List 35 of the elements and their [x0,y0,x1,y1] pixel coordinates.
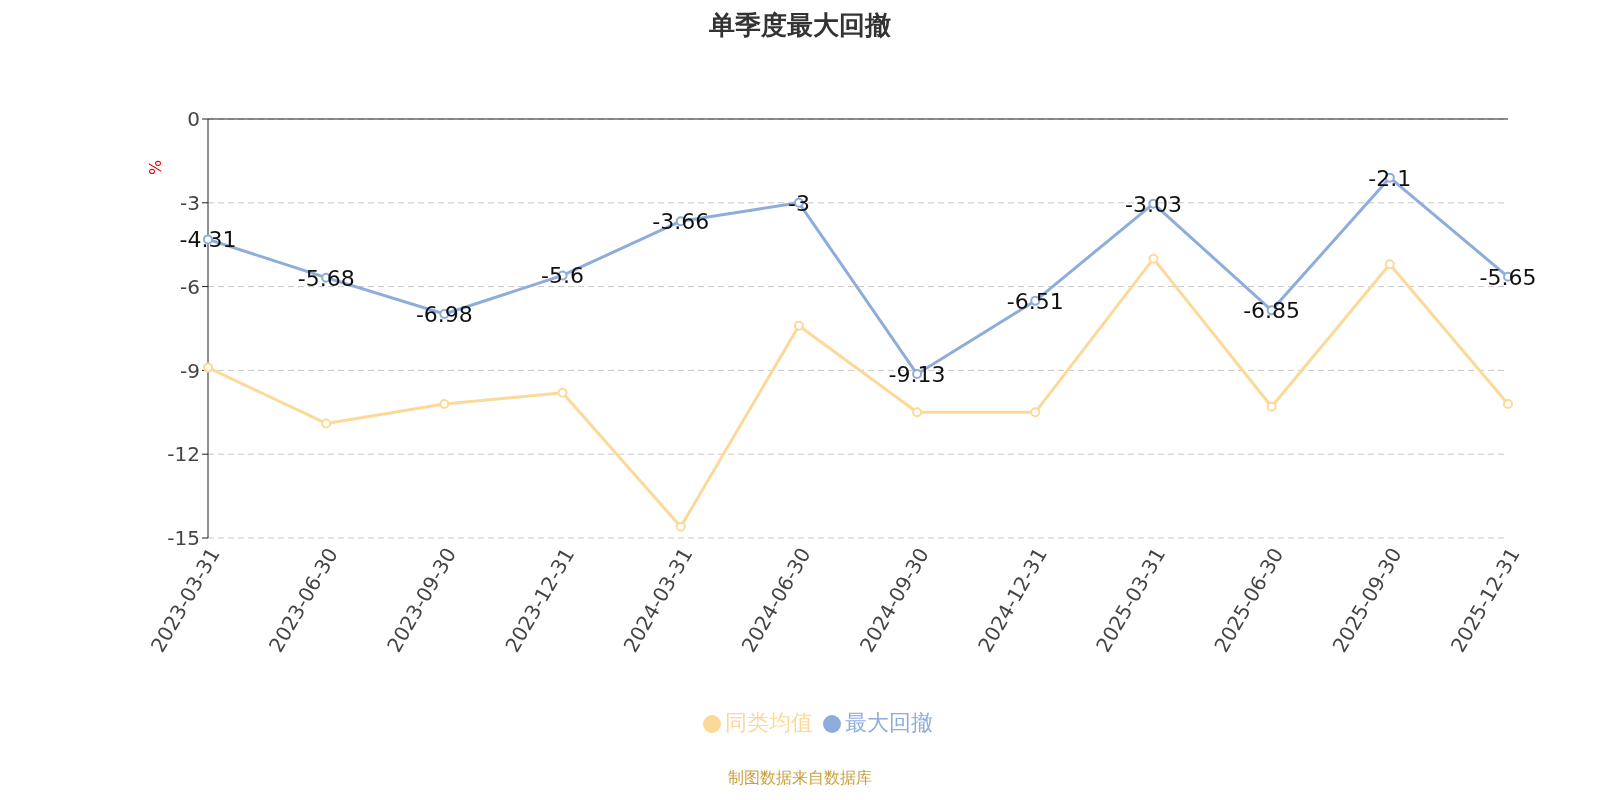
text: 制图数据来自数据库 [727,768,873,789]
point [203,362,213,373]
point [675,521,686,532]
data-label: -3.66 [652,209,710,235]
point [793,320,804,331]
point [912,407,923,418]
data-label: -3.03 [1124,191,1182,217]
point [439,398,450,409]
point [1384,259,1395,270]
y-tick-label: -3 [180,190,200,215]
data-label: -6.85 [1243,298,1301,324]
data-label: -4.31 [179,227,237,253]
point [321,418,332,429]
data-label: -6.98 [415,301,473,327]
legend-label: 同类均值 [725,710,813,735]
y-tick-label: 0 [187,107,200,132]
y-tick-label: -15 [167,526,200,551]
point [1266,401,1277,412]
point [1030,407,1041,418]
data-label: -5.68 [297,265,355,291]
data-label: -5.6 [541,263,585,289]
data-label: -9.13 [888,362,946,388]
y-tick-label: -12 [167,442,200,467]
data-label: -6.51 [1006,288,1064,314]
y-axis-title: % [146,159,166,176]
data-label: -2.1 [1368,165,1412,191]
point [1503,398,1513,409]
data-label: -5.65 [1479,264,1537,290]
point [557,387,568,398]
y-tick-label: -6 [180,274,200,299]
legend-label: 最大回撤 [845,710,933,735]
y-tick-label: -9 [180,358,200,383]
chart-title: 单季度最大回撤 [708,9,892,42]
point [1148,253,1159,264]
data-label: -3 [787,190,810,216]
